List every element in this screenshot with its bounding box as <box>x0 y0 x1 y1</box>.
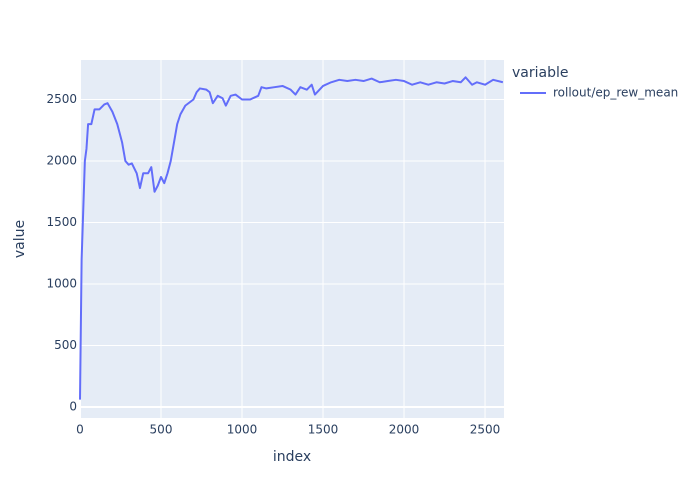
x-tick-label: 1000 <box>227 423 258 437</box>
legend-title: variable <box>512 65 568 81</box>
x-tick-label: 2000 <box>389 423 420 437</box>
x-tick-label: 500 <box>150 423 173 437</box>
x-tick-label: 2500 <box>470 423 501 437</box>
x-tick-label: 1500 <box>308 423 339 437</box>
y-tick-label: 0 <box>69 400 77 414</box>
y-tick-label: 2000 <box>46 154 77 168</box>
y-tick-label: 500 <box>54 338 77 352</box>
legend-label: rollout/ep_rew_mean <box>553 86 678 100</box>
y-axis-title: value <box>12 220 28 258</box>
plot-background <box>80 60 504 418</box>
x-axis-title: index <box>273 449 311 465</box>
y-tick-label: 2500 <box>46 92 77 106</box>
y-tick-label: 1500 <box>46 215 77 229</box>
line <box>79 76 504 400</box>
x-tick-label: 0 <box>76 423 84 437</box>
y-tick-label: 1000 <box>46 277 77 291</box>
